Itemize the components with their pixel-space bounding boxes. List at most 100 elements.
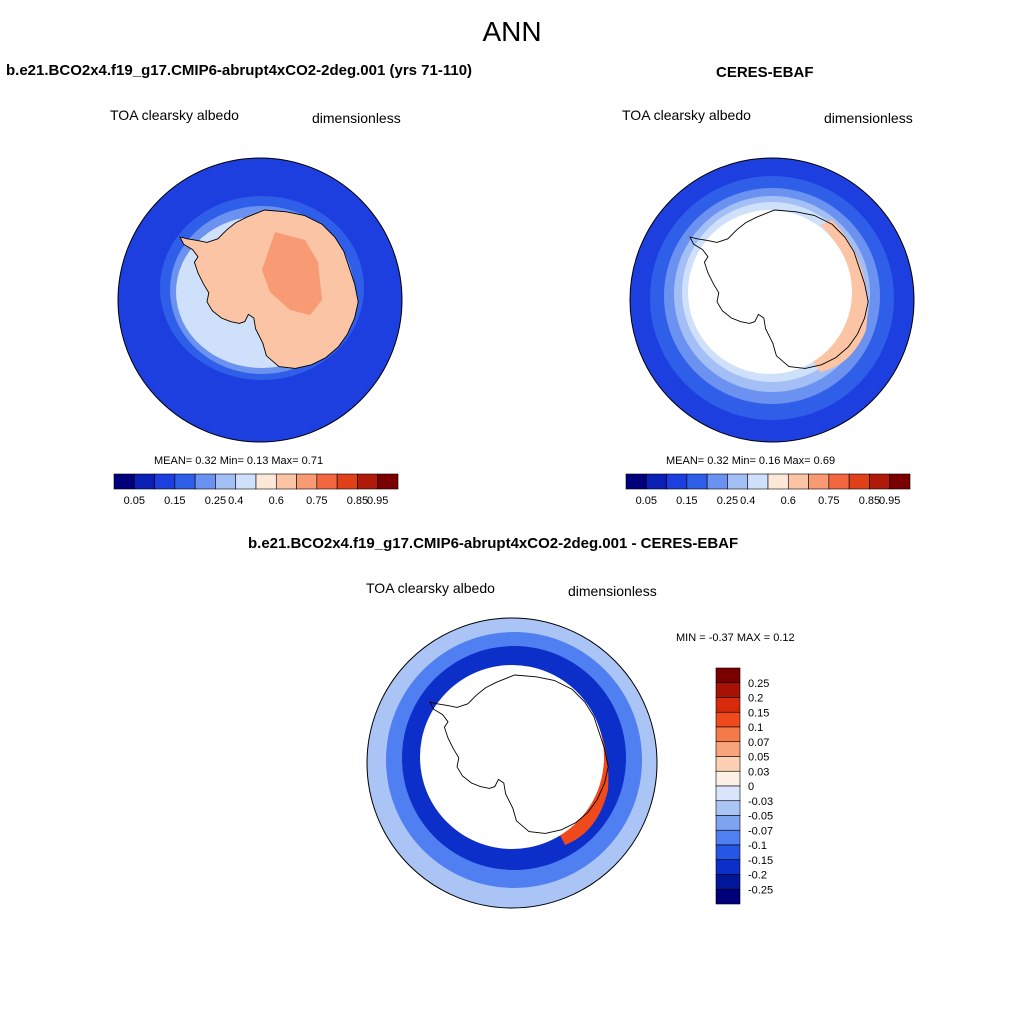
model-colorbar-box <box>133 473 155 490</box>
diff-colorbar-label: 0 <box>748 781 754 793</box>
diff-map-border <box>366 617 658 909</box>
diff-colorbar-label: 0.1 <box>748 722 763 734</box>
obs-panel-title: CERES-EBAF <box>716 64 814 81</box>
diff-colorbar-label: 0.07 <box>748 737 769 749</box>
model-colorbar-label: 0.75 <box>306 495 327 507</box>
model-colorbar-label: 0.05 <box>124 495 145 507</box>
diff-colorbar-box <box>715 667 741 684</box>
obs-map-border <box>629 157 915 443</box>
diff-colorbar-box <box>715 859 741 875</box>
model-colorbar-box <box>275 473 297 490</box>
obs-colorbar-box <box>889 473 911 490</box>
diff-colorbar-label: -0.2 <box>748 870 767 882</box>
obs-colorbar-label: 0.4 <box>740 495 755 507</box>
obs-colorbar-box <box>706 473 728 490</box>
diff-colorbar-box <box>715 785 741 802</box>
diff-stats: MIN = -0.37 MAX = 0.12 <box>676 632 795 644</box>
model-panel-title: b.e21.BCO2x4.f19_g17.CMIP6-abrupt4xCO2-2… <box>6 62 473 79</box>
model-colorbar-box <box>194 473 216 490</box>
obs-colorbar-label: 0.25 <box>717 495 738 507</box>
obs-colorbar-box <box>767 473 789 490</box>
model-colorbar-box <box>377 473 399 490</box>
diff-colorbar: 0.25 0.2 0.15 0.1 0.07 0.05 0.03 0 -0.03 -0.05 -0.… <box>715 667 773 905</box>
diff-colorbar-box <box>715 741 741 757</box>
obs-missing-data <box>688 210 852 374</box>
obs-colorbar-box <box>645 473 667 490</box>
diff-polar-map <box>367 618 657 908</box>
model-colorbar-box <box>154 473 176 490</box>
model-plateau-high <box>262 232 322 315</box>
diff-colorbar-label: 0.2 <box>748 693 763 705</box>
diff-colorbar-box <box>715 815 741 831</box>
diff-colorbar-label: 0.05 <box>748 752 769 764</box>
diff-colorbar-box <box>715 829 741 846</box>
page-title: ANN <box>482 16 542 47</box>
model-polar-map <box>118 158 402 442</box>
diff-colorbar-box <box>715 888 741 905</box>
model-colorbar-box <box>316 473 338 490</box>
model-variable-label: TOA clearsky albedo <box>110 107 239 123</box>
obs-colorbar-box <box>686 473 708 490</box>
diff-colorbar-label: -0.15 <box>748 855 773 867</box>
diff-variable-label: TOA clearsky albedo <box>366 580 495 596</box>
obs-colorbar-label: 0.85 <box>859 495 880 507</box>
obs-colorbar-label: 0.75 <box>818 495 839 507</box>
model-units-label: dimensionless <box>312 110 401 126</box>
obs-colorbar-box <box>848 473 870 490</box>
diff-colorbar-label: -0.03 <box>748 796 773 808</box>
diff-missing-data <box>420 665 604 849</box>
model-colorbar-box <box>235 473 257 490</box>
diff-colorbar-label: 0.03 <box>748 766 769 778</box>
model-colorbar-box <box>296 473 318 490</box>
obs-colorbar-box <box>747 473 769 490</box>
obs-colorbar-box <box>828 473 850 490</box>
obs-colorbar-label: 0.05 <box>636 495 657 507</box>
obs-colorbar-label: 0.95 <box>879 495 900 507</box>
model-colorbar: 0.05 0.15 0.25 0.4 0.6 0.75 0.850.95 <box>113 473 399 507</box>
obs-colorbar-box <box>666 473 688 490</box>
diff-colorbar-box <box>715 711 741 728</box>
model-colorbar-label: 0.85 <box>347 495 368 507</box>
obs-polar-map <box>630 158 914 442</box>
diff-colorbar-box <box>715 682 741 698</box>
diff-colorbar-label: -0.05 <box>748 811 773 823</box>
diff-colorbar-box <box>715 756 741 772</box>
diff-colorbar-label: 0.25 <box>748 678 769 690</box>
obs-colorbar-label: 0.15 <box>676 495 697 507</box>
obs-colorbar-box <box>727 473 749 490</box>
obs-variable-label: TOA clearsky albedo <box>622 107 751 123</box>
obs-colorbar-box <box>787 473 809 490</box>
diff-colorbar-box <box>715 844 741 861</box>
model-stats: MEAN= 0.32 Min= 0.13 Max= 0.71 <box>154 455 324 467</box>
obs-colorbar-box <box>625 473 647 490</box>
model-colorbar-label: 0.25 <box>205 495 226 507</box>
diff-units-label: dimensionless <box>568 583 657 599</box>
obs-colorbar-box <box>869 473 891 490</box>
model-colorbar-label: 0.15 <box>164 495 185 507</box>
obs-units-label: dimensionless <box>824 110 913 126</box>
diff-panel-title: b.e21.BCO2x4.f19_g17.CMIP6-abrupt4xCO2-2… <box>248 535 739 552</box>
obs-stats: MEAN= 0.32 Min= 0.16 Max= 0.69 <box>666 455 836 467</box>
diff-colorbar-label: -0.25 <box>748 884 773 896</box>
model-colorbar-box <box>336 473 358 490</box>
model-colorbar-box <box>174 473 196 490</box>
obs-colorbar-label: 0.6 <box>781 495 796 507</box>
obs-colorbar-box <box>808 473 830 490</box>
diff-colorbar-box <box>715 726 741 743</box>
model-colorbar-box <box>215 473 237 490</box>
diff-colorbar-box <box>715 697 741 713</box>
diff-colorbar-label: -0.1 <box>748 840 767 852</box>
obs-colorbar: 0.05 0.15 0.25 0.4 0.6 0.75 0.850.95 <box>625 473 911 507</box>
obs-coastal-high-albedo <box>812 220 868 372</box>
diff-colorbar-box <box>715 800 741 816</box>
diff-colorbar-label: -0.07 <box>748 825 773 837</box>
diff-colorbar-box <box>715 874 741 890</box>
model-colorbar-box <box>357 473 379 490</box>
model-colorbar-label: 0.4 <box>228 495 243 507</box>
model-colorbar-label: 0.95 <box>367 495 388 507</box>
model-colorbar-box <box>113 473 135 490</box>
diff-colorbar-label: 0.15 <box>748 707 769 719</box>
model-colorbar-label: 0.6 <box>269 495 284 507</box>
diff-colorbar-box <box>715 770 741 787</box>
